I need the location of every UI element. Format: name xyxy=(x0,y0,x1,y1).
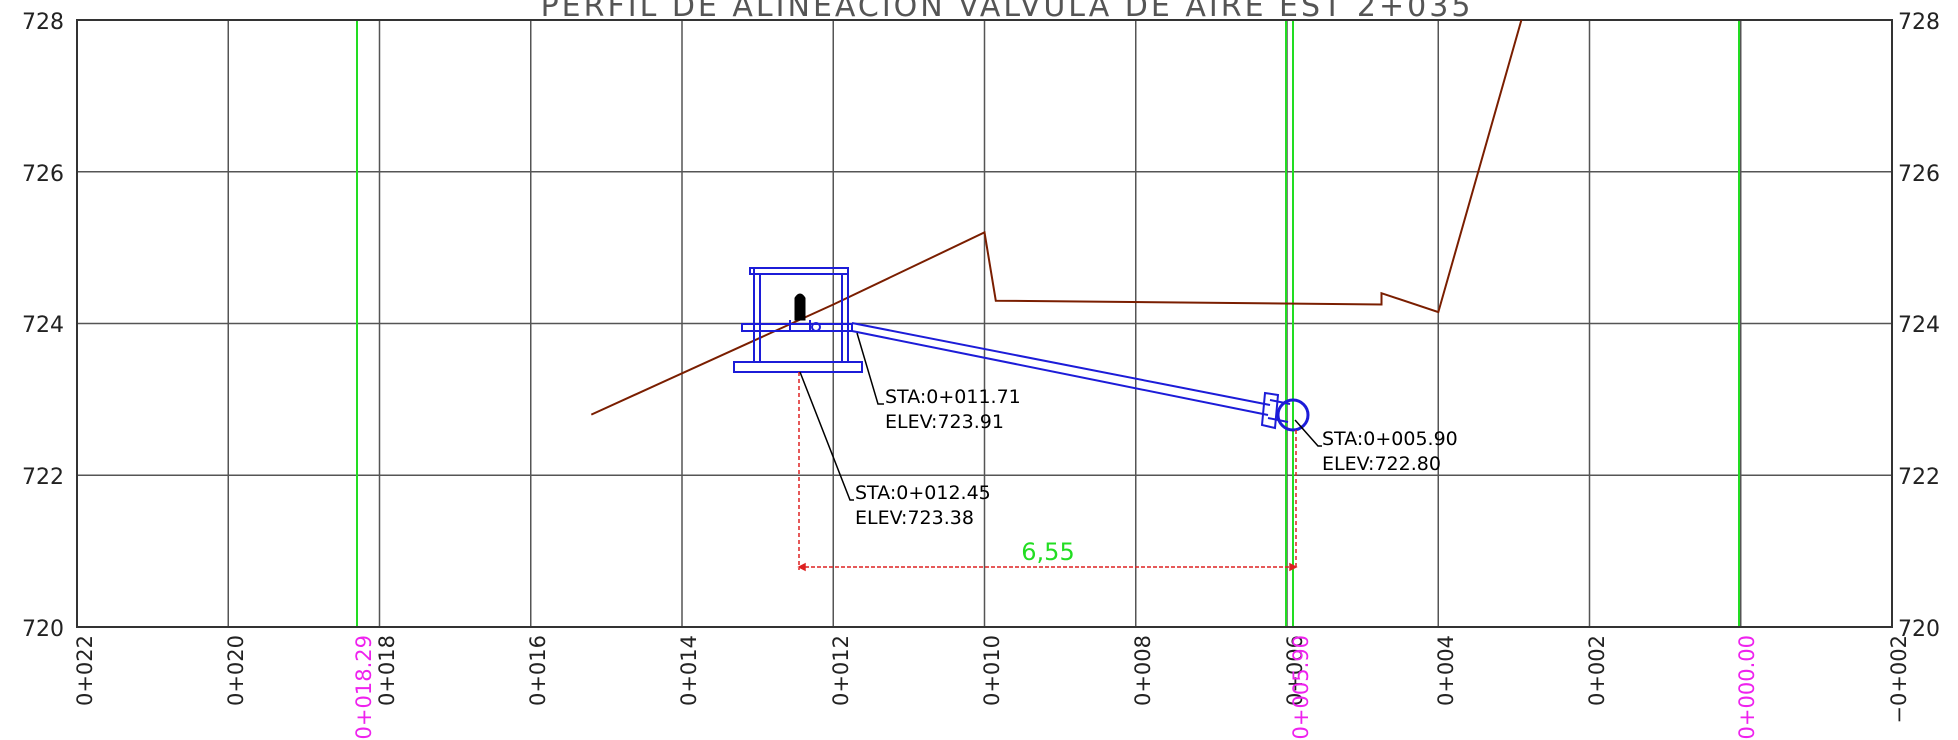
station-axis: 0+022 0+020 0+018 0+016 0+014 0+012 0+01… xyxy=(73,635,1911,724)
pipe-lower-edge xyxy=(851,330,1269,416)
station-label: 0+010 xyxy=(980,635,1004,706)
station-label: 0+004 xyxy=(1434,635,1458,706)
elev-label-right: 728 xyxy=(1898,10,1940,35)
elev-label-right: 722 xyxy=(1898,465,1940,490)
elev-label: 726 xyxy=(22,162,64,187)
station-label: −0+002 xyxy=(1887,635,1911,724)
elev-label: 720 xyxy=(22,617,64,642)
annotation-pipe-elev: ELEV:723.91 xyxy=(885,411,1004,433)
plot-frame xyxy=(76,19,1893,628)
elevation-axis-right: 728 726 724 722 720 xyxy=(1898,10,1940,642)
elev-label: 728 xyxy=(22,10,64,35)
pipe-outlet-flange xyxy=(1260,391,1280,430)
pipe-upper-edge xyxy=(851,322,1271,406)
station-marker-label: 0+005.90 xyxy=(1289,635,1313,739)
station-label: 0+014 xyxy=(677,635,701,706)
elev-label: 722 xyxy=(22,465,64,490)
station-label: 0+008 xyxy=(1131,635,1155,706)
pipe-outlet-circle xyxy=(1276,398,1310,432)
chamber-base-slab xyxy=(733,361,863,373)
elev-label: 724 xyxy=(22,313,64,338)
station-label: 0+002 xyxy=(1585,635,1609,706)
station-label: 0+018 xyxy=(375,635,399,706)
elev-label-right: 720 xyxy=(1898,617,1940,642)
annotation-pipe-sta: STA:0+011.71 xyxy=(885,386,1021,408)
annotation-outlet-sta: STA:0+005.90 xyxy=(1322,428,1458,450)
grid xyxy=(76,19,1893,628)
station-label: 0+022 xyxy=(73,635,97,706)
ground-profile-line xyxy=(590,19,1523,416)
dimension xyxy=(797,372,1298,572)
guide-lines xyxy=(356,20,1740,627)
station-label: 0+020 xyxy=(224,635,248,706)
station-marker-label: 0+000.00 xyxy=(1735,635,1759,739)
valve-chamber xyxy=(733,267,1310,432)
leader-lines xyxy=(799,332,1322,501)
elevation-axis-left: 728 726 724 722 720 xyxy=(22,10,64,642)
station-markers: 0+018.29 0+005.90 0+000.00 xyxy=(352,635,1759,739)
station-label: 0+012 xyxy=(829,635,853,706)
elev-label-right: 724 xyxy=(1898,313,1940,338)
elev-label-right: 726 xyxy=(1898,162,1940,187)
annotation-valve-sta: STA:0+012.45 xyxy=(855,482,991,504)
annotation-outlet-elev: ELEV:722.80 xyxy=(1322,453,1441,475)
station-label: 0+016 xyxy=(526,635,550,706)
station-marker-label: 0+018.29 xyxy=(352,635,376,739)
annotation-valve-elev: ELEV:723.38 xyxy=(855,507,974,529)
station-label: 0+006 xyxy=(1283,635,1307,706)
air-valve-icon xyxy=(794,293,806,321)
dimension-value: 6,55 xyxy=(1021,538,1074,566)
inner-pipe xyxy=(741,323,853,332)
